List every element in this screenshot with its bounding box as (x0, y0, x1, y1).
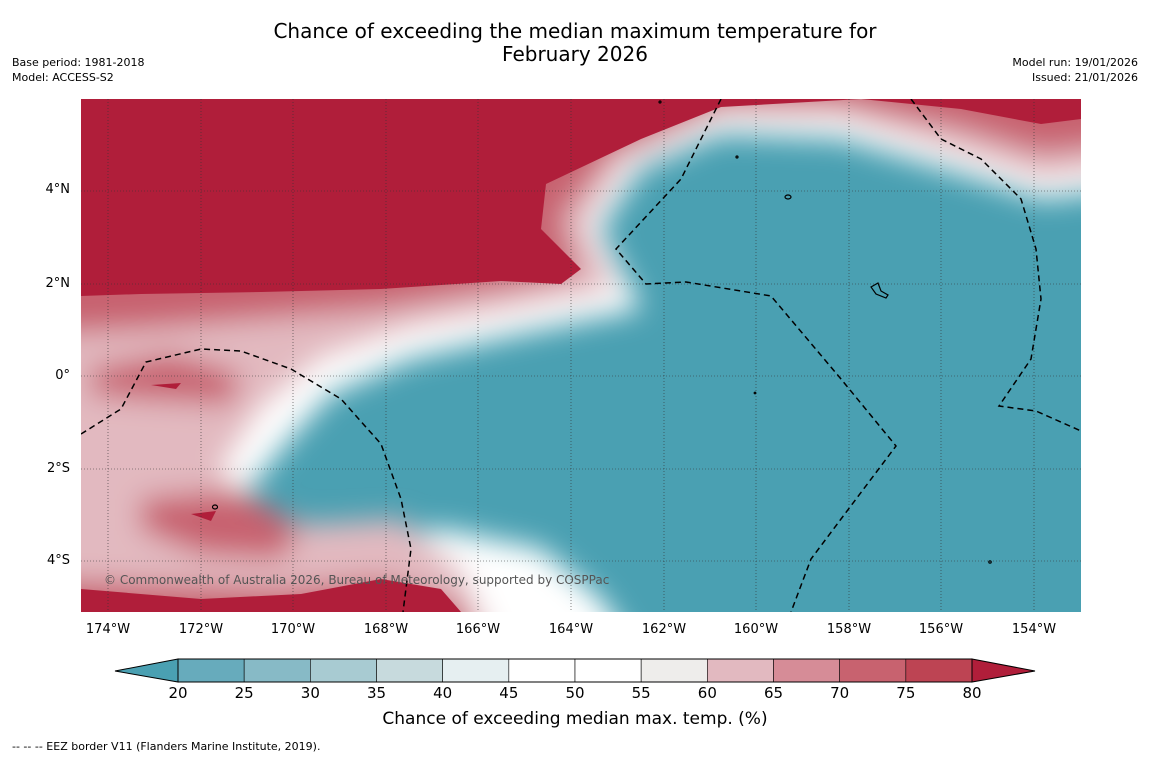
base-period: Base period: 1981-2018 (12, 56, 145, 69)
colorbar-bin-40-45 (442, 658, 510, 683)
colorbar-tick-25: 25 (234, 684, 254, 702)
colorbar-bin-60-65 (707, 658, 774, 683)
title-line-2: February 2026 (502, 42, 648, 66)
above-median-mid-south (81, 489, 464, 612)
colorbar-tick-60: 60 (697, 684, 717, 702)
colorbar-bin-25-30 (243, 658, 311, 683)
eez-legend-note: -- -- -- EEZ border V11 (Flanders Marine… (12, 740, 321, 753)
above-median-field-south (81, 579, 461, 612)
colorbar-bin-65-70 (773, 658, 840, 683)
colorbar-bin-75-80 (905, 658, 973, 683)
lon-label-156w: 156°W (918, 622, 964, 637)
colorbar-tick-75: 75 (896, 684, 916, 702)
above-median-mid-equator (91, 354, 241, 404)
lon-label-168w: 168°W (363, 622, 409, 637)
eez-borders (81, 99, 1081, 612)
hotspot-south (191, 511, 216, 521)
lat-label-4s: 4°S (46, 553, 70, 568)
lon-label-160w: 160°W (733, 622, 779, 637)
colorbar-tick-70: 70 (830, 684, 850, 702)
lon-label-172w: 172°W (178, 622, 224, 637)
lat-label-4n: 4°N (45, 182, 71, 197)
colorbar-bin-55-60 (640, 658, 708, 683)
lon-label-166w: 166°W (455, 622, 501, 637)
colorbar-tick-80: 80 (962, 684, 982, 702)
colorbar-bin-70-75 (839, 658, 907, 683)
colorbar-label: Chance of exceeding median max. temp. (%… (382, 709, 768, 729)
colorbar-tick-50: 50 (565, 684, 585, 702)
colorbar-bin-35-40 (376, 658, 443, 683)
copyright-notice: © Commonwealth of Australia 2026, Bureau… (104, 573, 610, 587)
islands (211, 100, 992, 564)
lon-label-162w: 162°W (641, 622, 687, 637)
colorbar-tick-30: 30 (300, 684, 320, 702)
colorbar-tick-35: 35 (366, 684, 387, 702)
meta-left: Base period: 1981-2018 Model: ACCESS-S2 (12, 55, 144, 85)
colorbar-tick-65: 65 (763, 684, 784, 702)
lat-label-2n: 2°N (45, 276, 71, 291)
lat-label-2s: 2°S (46, 461, 70, 476)
lat-label-0: 0° (55, 368, 70, 383)
colorbar-bins (177, 658, 973, 683)
forecast-map (81, 99, 1081, 612)
lon-label-154w: 154°W (1011, 622, 1057, 637)
lon-label-164w: 164°W (548, 622, 594, 637)
colorbar-tick-20: 20 (168, 684, 188, 702)
model-name: Model: ACCESS-S2 (12, 71, 114, 84)
colorbar-bin-50-55 (574, 658, 642, 683)
colorbar-tick-40: 40 (433, 684, 453, 702)
colorbar-high-extend (971, 658, 1036, 683)
colorbar-bin-30-35 (310, 658, 377, 683)
chart-title: Chance of exceeding the median maximum t… (0, 20, 1150, 66)
colorbar-tick-55: 55 (631, 684, 651, 702)
issued-date: Issued: 21/01/2026 (1031, 71, 1138, 84)
colorbar-low-extend (114, 658, 179, 683)
hotspot-equator (151, 383, 181, 389)
lon-label-174w: 174°W (85, 622, 131, 637)
above-median-field (81, 99, 1081, 296)
colorbar-bin-45-50 (508, 658, 576, 683)
colorbar-tick-45: 45 (499, 684, 519, 702)
colorbar (114, 658, 1036, 683)
model-run: Model run: 19/01/2026 (1012, 56, 1138, 69)
meta-right: Model run: 19/01/2026 Issued: 21/01/2026 (1012, 55, 1138, 85)
title-line-1: Chance of exceeding the median maximum t… (273, 19, 877, 43)
colorbar-outline (177, 658, 973, 683)
lon-label-158w: 158°W (826, 622, 872, 637)
lon-label-170w: 170°W (270, 622, 316, 637)
colorbar-bin-20-25 (177, 658, 245, 683)
